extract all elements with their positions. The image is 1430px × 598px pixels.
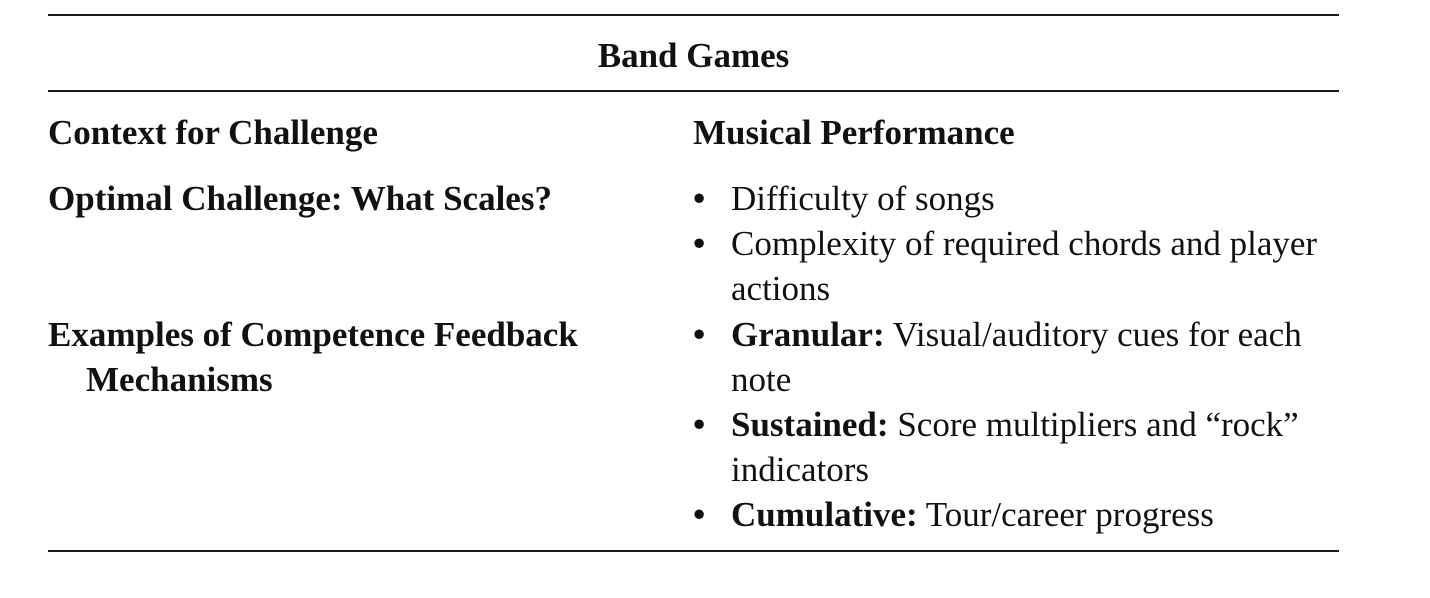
row-label-competence-feedback: Examples of Competence Feedback Mechanis… xyxy=(48,312,578,402)
row-label-optimal-challenge: Optimal Challenge: What Scales? xyxy=(48,176,552,221)
bullet-text: Tour/career progress xyxy=(917,495,1214,534)
bullet-text: Complexity of required chords and player… xyxy=(731,224,1318,308)
list-item: • Sustained: Score multipliers and “rock… xyxy=(693,402,1353,492)
list-item: • Cumulative: Tour/career progress xyxy=(693,492,1353,537)
bullet-text: Visual/auditory cues for each note xyxy=(731,315,1302,399)
column-header-context: Context for Challenge xyxy=(48,113,378,152)
list-item: • Difficulty of songs xyxy=(693,176,1353,221)
row-label-line: Examples of Competence Feedback xyxy=(48,315,578,354)
bullet-text: Score multipliers and “rock” indicators xyxy=(731,405,1299,489)
table-title: Band Games xyxy=(597,36,790,75)
bullet-list: • Granular: Visual/auditory cues for eac… xyxy=(693,312,1353,537)
bottom-rule xyxy=(48,550,1339,552)
bullet-list: • Difficulty of songs • Complexity of re… xyxy=(693,176,1353,311)
row-content-optimal-challenge: • Difficulty of songs • Complexity of re… xyxy=(693,176,1353,311)
list-item: • Granular: Visual/auditory cues for eac… xyxy=(693,312,1353,402)
bullet-icon: • xyxy=(693,179,706,218)
bullet-icon: • xyxy=(693,315,706,354)
top-rule xyxy=(48,14,1339,16)
list-item: • Complexity of required chords and play… xyxy=(693,221,1353,311)
bullet-text: Difficulty of songs xyxy=(731,179,995,218)
column-header-performance: Musical Performance xyxy=(693,113,1015,152)
bullet-icon: • xyxy=(693,405,706,444)
bullet-icon: • xyxy=(693,224,706,263)
row-label-line-continued: Mechanisms xyxy=(86,360,273,399)
header-rule xyxy=(48,90,1339,92)
bullet-icon: • xyxy=(693,495,706,534)
row-content-competence-feedback: • Granular: Visual/auditory cues for eac… xyxy=(693,312,1353,537)
row-label-line: Optimal Challenge: What Scales? xyxy=(48,179,552,218)
bullet-term: Granular: xyxy=(731,315,885,354)
bullet-term: Sustained: xyxy=(731,405,889,444)
bullet-term: Cumulative: xyxy=(731,495,918,534)
